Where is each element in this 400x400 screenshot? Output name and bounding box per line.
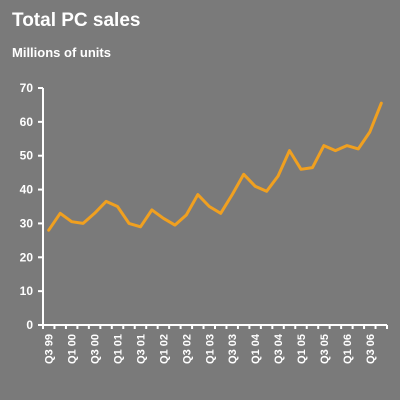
chart-subtitle: Millions of units (12, 45, 111, 60)
x-tick-label: Q3 03 (227, 334, 239, 364)
chart-title: Total PC sales (12, 10, 141, 31)
y-tick-label: 0 (26, 318, 33, 332)
x-tick-label: Q1 00 (67, 334, 79, 364)
x-tick-label: Q1 02 (158, 334, 170, 364)
x-tick-label: Q3 02 (181, 334, 193, 364)
x-tick-label: Q1 03 (204, 334, 216, 364)
x-tick-label: Q3 05 (319, 334, 331, 364)
y-tick-label: 40 (20, 183, 34, 197)
x-tick-label: Q1 04 (250, 333, 262, 364)
y-tick-label: 50 (20, 149, 34, 163)
x-tick-label: Q3 06 (365, 334, 377, 364)
x-tick-label: Q3 99 (44, 334, 56, 364)
x-tick-label: Q1 05 (296, 334, 308, 364)
y-tick-label: 30 (20, 216, 34, 230)
x-tick-label: Q1 06 (342, 334, 354, 364)
y-tick-label: 70 (20, 81, 34, 95)
y-tick-label: 10 (20, 284, 34, 298)
x-tick-label: Q3 01 (135, 334, 147, 364)
x-tick-label: Q3 00 (90, 334, 102, 364)
x-tick-label: Q3 04 (273, 333, 285, 364)
series-line (47, 101, 383, 232)
x-tick-label: Q1 01 (113, 334, 125, 364)
y-tick-label: 20 (20, 250, 34, 264)
y-tick-label: 60 (20, 115, 34, 129)
